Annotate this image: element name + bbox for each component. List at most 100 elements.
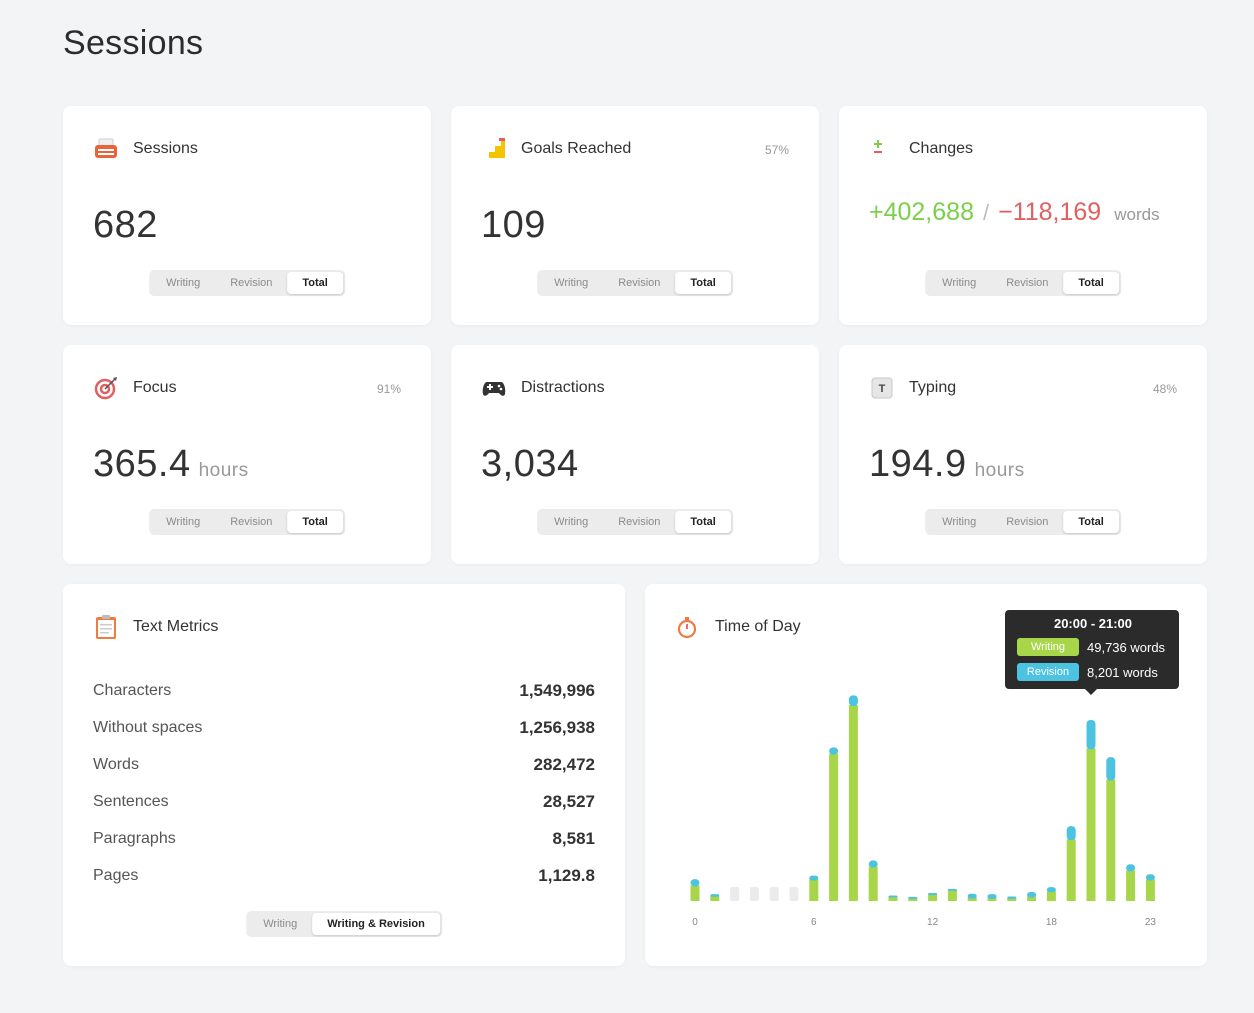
changes-separator: / bbox=[982, 200, 990, 225]
words-removed: −118,169 bbox=[998, 198, 1102, 226]
revision-segment bbox=[1007, 896, 1017, 899]
metric-value: 1,549,996 bbox=[519, 680, 595, 700]
changes-segmented-control: Writing Revision Total bbox=[925, 270, 1121, 296]
focus-percent: 91% bbox=[376, 382, 401, 396]
writing-segment bbox=[829, 753, 839, 901]
segment-total[interactable]: Total bbox=[675, 511, 731, 533]
revision-segment bbox=[1145, 874, 1155, 881]
writing-segment bbox=[1066, 839, 1076, 901]
hour-bar[interactable] bbox=[1086, 719, 1096, 901]
hour-bar[interactable] bbox=[769, 887, 779, 901]
metric-value: 8,581 bbox=[552, 828, 595, 848]
revision-segment bbox=[1126, 864, 1136, 872]
metric-label: Without spaces bbox=[93, 718, 203, 736]
writing-segment bbox=[710, 895, 720, 901]
segment-writing[interactable]: Writing bbox=[942, 277, 977, 289]
metric-value: 1,256,938 bbox=[519, 717, 595, 737]
revision-segment bbox=[1027, 891, 1037, 898]
typing-number: 194.9 bbox=[869, 443, 967, 485]
focus-card-header: Focus bbox=[93, 375, 177, 401]
keyboard-key-icon: T bbox=[869, 375, 895, 401]
time-of-day-card: Time of Day 20:00 - 21:00 Writing 49,736… bbox=[645, 584, 1207, 966]
page-title: Sessions bbox=[63, 24, 204, 62]
segment-total[interactable]: Total bbox=[1063, 272, 1119, 294]
hour-bar[interactable] bbox=[1066, 826, 1076, 901]
hour-bar[interactable] bbox=[1145, 874, 1155, 901]
tooltip-revision-row: Revision 8,201 words bbox=[1017, 663, 1169, 681]
segment-total[interactable]: Total bbox=[287, 272, 343, 294]
focus-unit: hours bbox=[198, 460, 249, 481]
hour-bar[interactable] bbox=[829, 747, 839, 901]
segment-writing[interactable]: Writing bbox=[554, 277, 589, 289]
goals-segmented-control: Writing Revision Total bbox=[537, 270, 733, 296]
hour-bar[interactable] bbox=[809, 875, 819, 901]
segment-revision[interactable]: Revision bbox=[230, 516, 273, 528]
hour-bar[interactable] bbox=[1027, 891, 1037, 901]
segment-writing[interactable]: Writing bbox=[263, 918, 298, 930]
segment-writing-revision[interactable]: Writing & Revision bbox=[312, 913, 440, 935]
empty-bar bbox=[769, 887, 779, 901]
revision-segment bbox=[987, 894, 997, 899]
hour-bar[interactable] bbox=[1007, 896, 1017, 901]
hour-bar[interactable] bbox=[1046, 887, 1056, 901]
hour-bar[interactable] bbox=[1126, 864, 1136, 901]
focus-segmented-control: Writing Revision Total bbox=[149, 509, 345, 535]
stairs-goal-icon bbox=[481, 136, 507, 162]
metrics-list: Characters 1,549,996 Without spaces 1,25… bbox=[93, 672, 595, 894]
hour-bar[interactable] bbox=[947, 888, 957, 901]
segment-revision[interactable]: Revision bbox=[1006, 516, 1049, 528]
changes-card-header: Changes bbox=[869, 136, 973, 162]
revision-segment bbox=[928, 893, 938, 896]
distractions-segmented-control: Writing Revision Total bbox=[537, 509, 733, 535]
hour-bar[interactable] bbox=[987, 894, 997, 901]
segment-total[interactable]: Total bbox=[287, 511, 343, 533]
hour-bar[interactable] bbox=[730, 887, 740, 901]
writing-segment bbox=[848, 705, 858, 901]
hour-bar[interactable] bbox=[710, 894, 720, 901]
metric-value: 1,129.8 bbox=[538, 865, 595, 885]
hour-bar[interactable] bbox=[789, 887, 799, 901]
writing-badge: Writing bbox=[1017, 638, 1079, 656]
hour-bar[interactable] bbox=[848, 695, 858, 901]
metric-value: 282,472 bbox=[533, 754, 595, 774]
typewriter-icon bbox=[93, 136, 119, 162]
x-tick-label: 0 bbox=[692, 917, 698, 928]
segment-writing[interactable]: Writing bbox=[166, 516, 201, 528]
hour-bar[interactable] bbox=[690, 879, 700, 901]
writing-segment bbox=[868, 866, 878, 901]
segment-revision[interactable]: Revision bbox=[618, 277, 661, 289]
plus-minus-icon bbox=[869, 136, 895, 162]
segment-total[interactable]: Total bbox=[675, 272, 731, 294]
revision-segment bbox=[908, 896, 918, 899]
segment-revision[interactable]: Revision bbox=[230, 277, 273, 289]
hour-bar[interactable] bbox=[967, 893, 977, 901]
hour-bar[interactable] bbox=[928, 893, 938, 901]
segment-total[interactable]: Total bbox=[1063, 511, 1119, 533]
segment-revision[interactable]: Revision bbox=[618, 516, 661, 528]
segment-writing[interactable]: Writing bbox=[942, 516, 977, 528]
time-of-day-chart[interactable] bbox=[645, 584, 1207, 966]
writing-segment bbox=[1106, 779, 1116, 901]
metric-row: Characters 1,549,996 bbox=[93, 672, 595, 709]
text-metrics-card: Text Metrics Characters 1,549,996 Withou… bbox=[63, 584, 625, 966]
segment-revision[interactable]: Revision bbox=[1006, 277, 1049, 289]
x-tick-label: 6 bbox=[811, 917, 817, 928]
segment-writing[interactable]: Writing bbox=[166, 277, 201, 289]
hour-bar[interactable] bbox=[868, 860, 878, 901]
revision-segment bbox=[947, 888, 957, 891]
metric-row: Paragraphs 8,581 bbox=[93, 820, 595, 857]
empty-bar bbox=[730, 887, 740, 901]
metric-row: Pages 1,129.8 bbox=[93, 857, 595, 894]
writing-segment bbox=[1126, 870, 1136, 901]
hour-bar[interactable] bbox=[888, 895, 898, 901]
x-tick-label: 12 bbox=[927, 917, 939, 928]
goals-percent: 57% bbox=[764, 143, 789, 157]
tooltip-title: 20:00 - 21:00 bbox=[1053, 616, 1133, 631]
hour-bar[interactable] bbox=[749, 887, 759, 901]
segment-writing[interactable]: Writing bbox=[554, 516, 589, 528]
hour-bar[interactable] bbox=[908, 896, 918, 901]
hour-bar[interactable] bbox=[1106, 757, 1116, 901]
writing-segment bbox=[888, 896, 898, 901]
sessions-card: Sessions 682 Writing Revision Total bbox=[63, 106, 431, 325]
sessions-card-header: Sessions bbox=[93, 136, 198, 162]
